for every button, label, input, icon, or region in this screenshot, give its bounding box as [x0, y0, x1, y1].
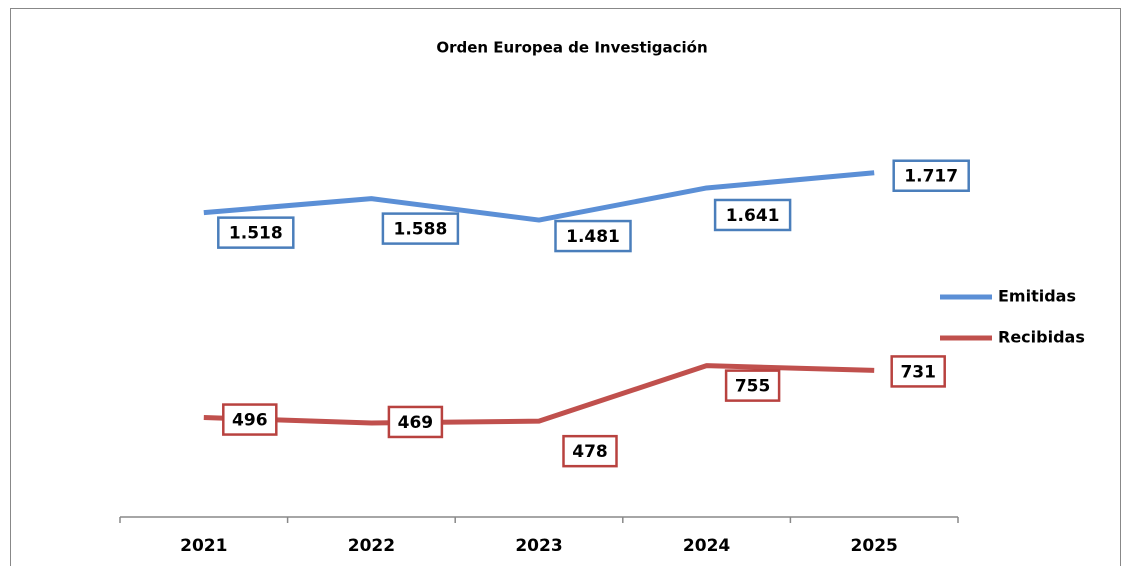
data-label-box: [381, 212, 460, 245]
data-label-box: [562, 434, 618, 468]
data-label-box: [713, 198, 792, 232]
data-label: 1.588: [394, 220, 448, 240]
data-label: 478: [572, 442, 608, 462]
x-tick-label: 2025: [851, 536, 898, 556]
data-label-box: [222, 403, 278, 436]
data-label: 496: [232, 411, 268, 431]
chart-title: Orden Europea de Investigación: [436, 39, 707, 57]
data-label-box: [724, 369, 781, 402]
x-tick-label: 2021: [180, 536, 227, 556]
x-tick-label: 2024: [683, 536, 730, 556]
x-tick-label: 2022: [348, 536, 395, 556]
x-tick-label: 2023: [515, 536, 562, 556]
data-label: 1.717: [904, 167, 958, 187]
data-label: 731: [900, 362, 936, 382]
data-label-box: [387, 405, 444, 439]
data-label-box: [890, 355, 946, 388]
data-label: 469: [398, 413, 434, 433]
data-label: 1.481: [566, 227, 620, 247]
chart-frame: [10, 8, 1121, 566]
data-label-box: [892, 159, 970, 192]
series-line: [203, 170, 875, 223]
data-label: 1.641: [726, 206, 780, 226]
legend-label: Recibidas: [998, 328, 1085, 347]
data-label: 1.518: [229, 224, 283, 244]
data-label: 755: [735, 377, 771, 397]
data-label-box: [217, 216, 295, 249]
series-line: [203, 363, 875, 426]
legend-label: Emitidas: [998, 287, 1076, 306]
data-label-box: [554, 219, 632, 253]
